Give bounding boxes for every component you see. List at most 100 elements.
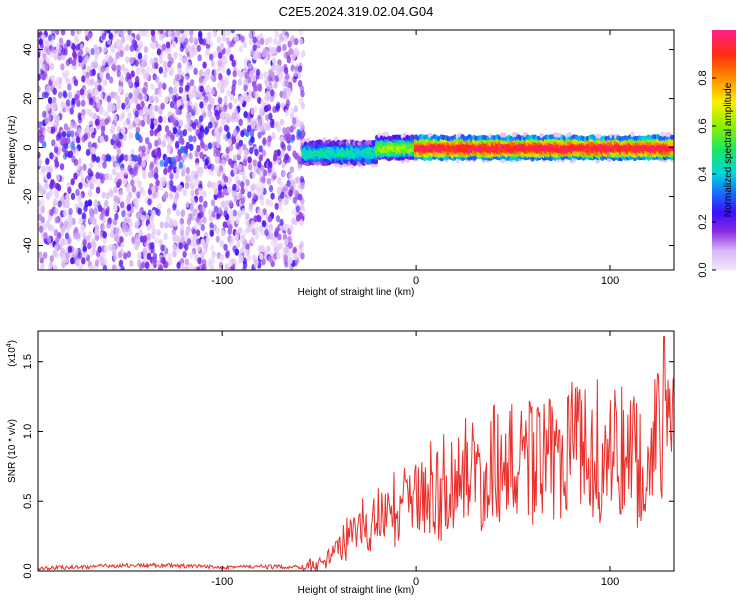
heatmap-cell	[196, 44, 201, 53]
heatmap-cell	[42, 141, 47, 149]
heatmap-cell	[259, 193, 264, 201]
heatmap-cell	[91, 155, 96, 163]
heatmap-cell	[595, 158, 600, 164]
heatmap-cell	[195, 266, 201, 270]
heatmap-cell	[186, 238, 191, 246]
heatmap-cell	[135, 163, 140, 171]
heatmap-cell	[198, 195, 204, 203]
heatmap-cell	[245, 212, 250, 220]
heatmap-cell	[113, 57, 118, 65]
heatmap-cell	[99, 135, 105, 143]
snr-series-line	[38, 336, 674, 571]
heatmap-cell	[65, 200, 71, 208]
heatmap-cell	[154, 236, 159, 244]
heatmap-cell	[180, 210, 185, 218]
heatmap-cell	[130, 70, 135, 78]
heatmap-cell	[198, 92, 203, 100]
heatmap-cell	[242, 261, 248, 269]
heatmap-cell	[40, 216, 45, 224]
heatmap-cell	[232, 129, 237, 137]
heatmap-cell	[79, 88, 85, 96]
heatmap-cell	[179, 36, 184, 44]
heatmap-cell	[243, 149, 249, 157]
heatmap-cell	[228, 158, 233, 166]
heatmap-cell	[134, 110, 139, 118]
heatmap-cell	[203, 242, 209, 250]
heatmap-cell	[172, 94, 177, 102]
heatmap-cell	[252, 159, 257, 167]
heatmap-cell	[193, 67, 198, 75]
heatmap-cell	[81, 75, 86, 83]
heatmap-cell	[78, 182, 83, 190]
heatmap-cell	[71, 97, 76, 105]
heatmap-cell	[163, 232, 168, 240]
heatmap-cell	[65, 59, 71, 67]
heatmap-cell	[154, 96, 159, 104]
heatmap-cell	[94, 51, 99, 59]
heatmap-cell	[276, 252, 281, 260]
heatmap-cell	[80, 224, 85, 232]
heatmap-cell	[272, 37, 278, 46]
heatmap-cell	[289, 166, 294, 174]
heatmap-cell	[293, 105, 299, 113]
heatmap-cell	[232, 183, 237, 191]
heatmap-cell	[173, 52, 178, 60]
heatmap-cell	[126, 194, 131, 202]
heatmap-cell	[171, 31, 176, 39]
heatmap-cell	[290, 35, 295, 43]
heatmap-cell	[157, 138, 162, 146]
heatmap-cell	[225, 249, 230, 257]
heatmap-cell	[87, 199, 93, 207]
heatmap-cell	[191, 36, 196, 44]
heatmap-cell	[224, 263, 230, 270]
heatmap-cell	[107, 58, 112, 66]
heatmap-cell	[101, 153, 106, 161]
heatmap-cell	[170, 132, 175, 140]
heatmap-cell	[116, 125, 122, 134]
heatmap-cell	[53, 188, 58, 196]
heatmap-cell	[125, 56, 130, 64]
heatmap-cell	[293, 252, 298, 261]
heatmap-cell	[237, 148, 242, 156]
heatmap-cell	[50, 74, 55, 83]
heatmap-cell	[280, 150, 285, 158]
heatmap-cell	[276, 64, 281, 72]
heatmap-cell	[214, 127, 219, 135]
heatmap-cell	[38, 182, 42, 190]
heatmap-cell	[54, 216, 59, 224]
heatmap-cell	[158, 115, 163, 123]
heatmap-cell	[171, 156, 176, 165]
heatmap-cell	[237, 78, 243, 86]
heatmap-cell	[155, 179, 160, 187]
heatmap-cell	[293, 70, 299, 78]
heatmap-cell	[256, 52, 261, 60]
x-tick-label: 0	[413, 576, 419, 588]
spectrogram-axes: -100 0 100 -40 -20 0 20 40	[22, 30, 674, 287]
heatmap-cell	[270, 46, 276, 55]
x-tick-label: 0	[413, 275, 419, 287]
heatmap-cell	[283, 35, 288, 43]
heatmap-cell	[237, 163, 243, 171]
heatmap-cell	[279, 218, 284, 226]
heatmap-cell	[203, 200, 208, 208]
colorbar-tick-label: 0.8	[697, 70, 709, 85]
heatmap-cell	[74, 248, 79, 256]
heatmap-cell	[200, 251, 205, 259]
heatmap-cell	[259, 186, 264, 194]
heatmap-cell	[184, 182, 190, 190]
heatmap-cell	[264, 94, 269, 102]
heatmap-cell	[126, 250, 132, 258]
heatmap-cell	[131, 236, 136, 244]
heatmap-cell	[115, 162, 120, 170]
heatmap-cell	[248, 38, 254, 46]
y-tick-label: 40	[22, 43, 34, 55]
heatmap-cell	[261, 258, 266, 266]
heatmap-cell	[185, 167, 190, 175]
heatmap-cell	[78, 201, 84, 209]
heatmap-cell	[152, 256, 157, 264]
heatmap-cell	[110, 124, 116, 132]
heatmap-cell	[61, 261, 66, 269]
heatmap-cell	[126, 183, 131, 191]
heatmap-cell	[207, 142, 213, 150]
heatmap-cell	[93, 199, 99, 207]
